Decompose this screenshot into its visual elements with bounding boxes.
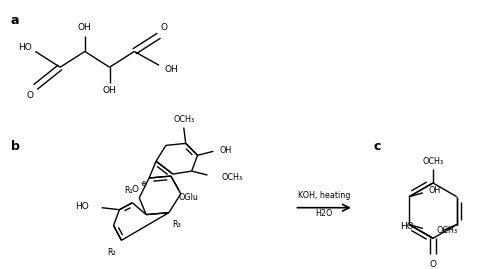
Text: R₁: R₁ [124,186,132,195]
Text: OH: OH [102,87,117,95]
Text: OCH₃: OCH₃ [173,115,195,124]
Text: OCH₃: OCH₃ [222,172,242,182]
Text: HO: HO [75,202,89,211]
Text: KOH, heating: KOH, heating [298,191,350,200]
Text: OH: OH [164,65,178,74]
Text: OH: OH [428,186,441,195]
Text: R₂: R₂ [107,248,116,257]
Text: O: O [160,23,168,32]
Text: OCH₃: OCH₃ [436,226,458,235]
Text: OH: OH [78,23,92,32]
Text: HO: HO [18,43,32,52]
Text: H2O: H2O [316,209,333,218]
Text: R₃: R₃ [172,220,181,229]
Text: a: a [10,14,19,27]
Text: OGlu: OGlu [178,193,199,202]
Text: OCH₃: OCH₃ [422,157,444,166]
Text: ⊕: ⊕ [140,181,146,187]
Text: O: O [430,260,436,268]
Text: b: b [10,140,20,153]
Text: O: O [27,91,34,100]
Text: c: c [374,140,381,153]
Text: O: O [132,185,139,194]
Text: OH: OH [219,146,232,155]
Text: HO: HO [400,222,414,231]
